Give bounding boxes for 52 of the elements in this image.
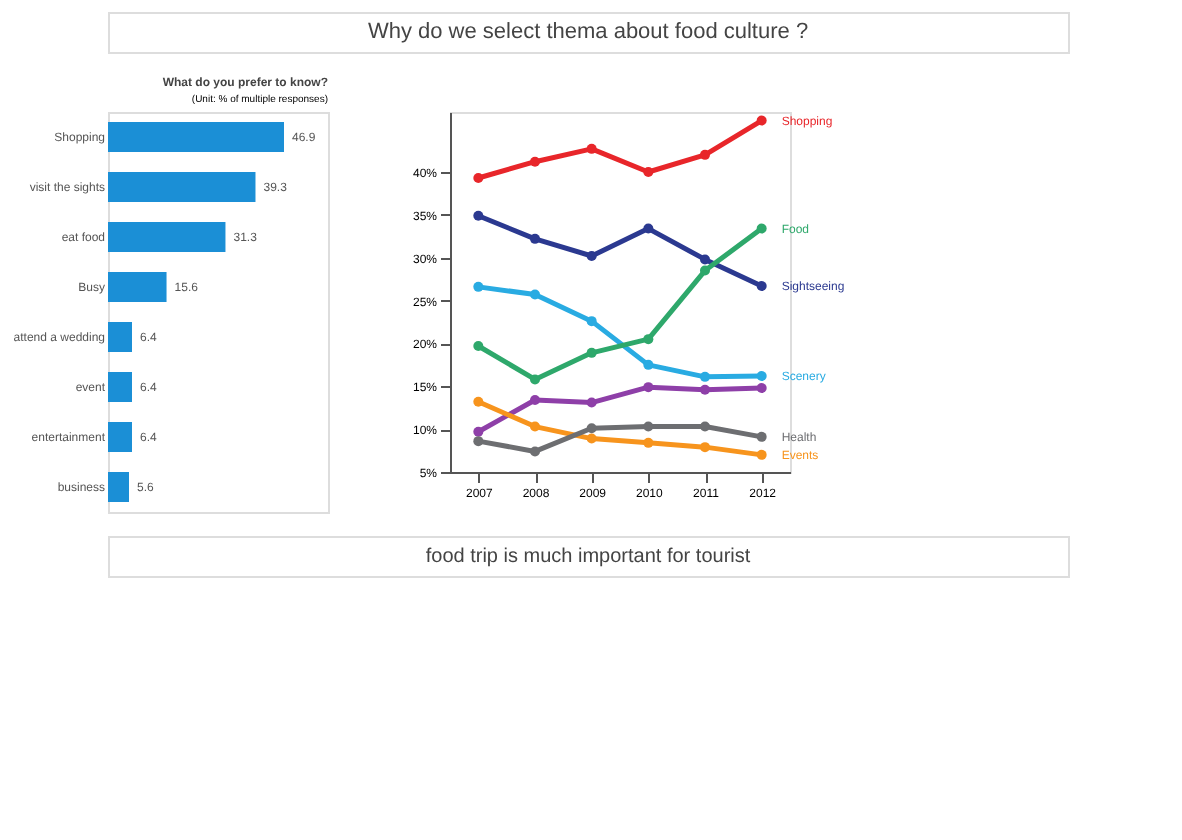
point	[756, 449, 767, 460]
point	[756, 281, 767, 291]
point	[530, 421, 540, 432]
point	[700, 371, 710, 382]
point	[473, 341, 484, 351]
point	[643, 167, 654, 177]
text: Why do we select thema about food culture ?	[367, 20, 809, 44]
point	[473, 210, 484, 221]
point	[643, 437, 654, 448]
point	[643, 223, 654, 234]
point	[473, 281, 484, 292]
point	[643, 382, 654, 393]
point	[700, 149, 710, 160]
point	[700, 442, 710, 453]
point	[586, 397, 597, 408]
point	[643, 421, 654, 432]
point	[586, 251, 597, 261]
point	[756, 223, 767, 234]
point	[530, 374, 540, 385]
point	[473, 436, 484, 447]
point	[700, 265, 710, 276]
bar	[108, 372, 133, 402]
point	[756, 115, 767, 126]
bar	[108, 122, 284, 152]
text: food trip is much important for tourist	[425, 546, 751, 568]
point	[586, 423, 597, 434]
point	[756, 383, 767, 393]
point	[756, 371, 767, 381]
bar	[108, 222, 226, 252]
point	[586, 143, 597, 154]
bar	[108, 272, 167, 302]
point	[530, 446, 540, 457]
bar	[108, 322, 133, 352]
point	[530, 233, 540, 244]
point	[643, 334, 654, 345]
point	[586, 347, 597, 358]
point	[530, 289, 540, 300]
point	[530, 156, 540, 167]
bar	[108, 172, 256, 202]
point	[586, 316, 597, 327]
point	[586, 433, 597, 444]
point	[700, 384, 710, 395]
point	[473, 426, 484, 437]
point	[473, 396, 484, 407]
bar	[108, 472, 130, 502]
point	[700, 254, 710, 265]
point	[756, 431, 767, 442]
point	[700, 421, 710, 432]
point	[473, 173, 484, 183]
point	[643, 359, 654, 370]
point	[530, 395, 540, 405]
bar	[108, 422, 133, 452]
